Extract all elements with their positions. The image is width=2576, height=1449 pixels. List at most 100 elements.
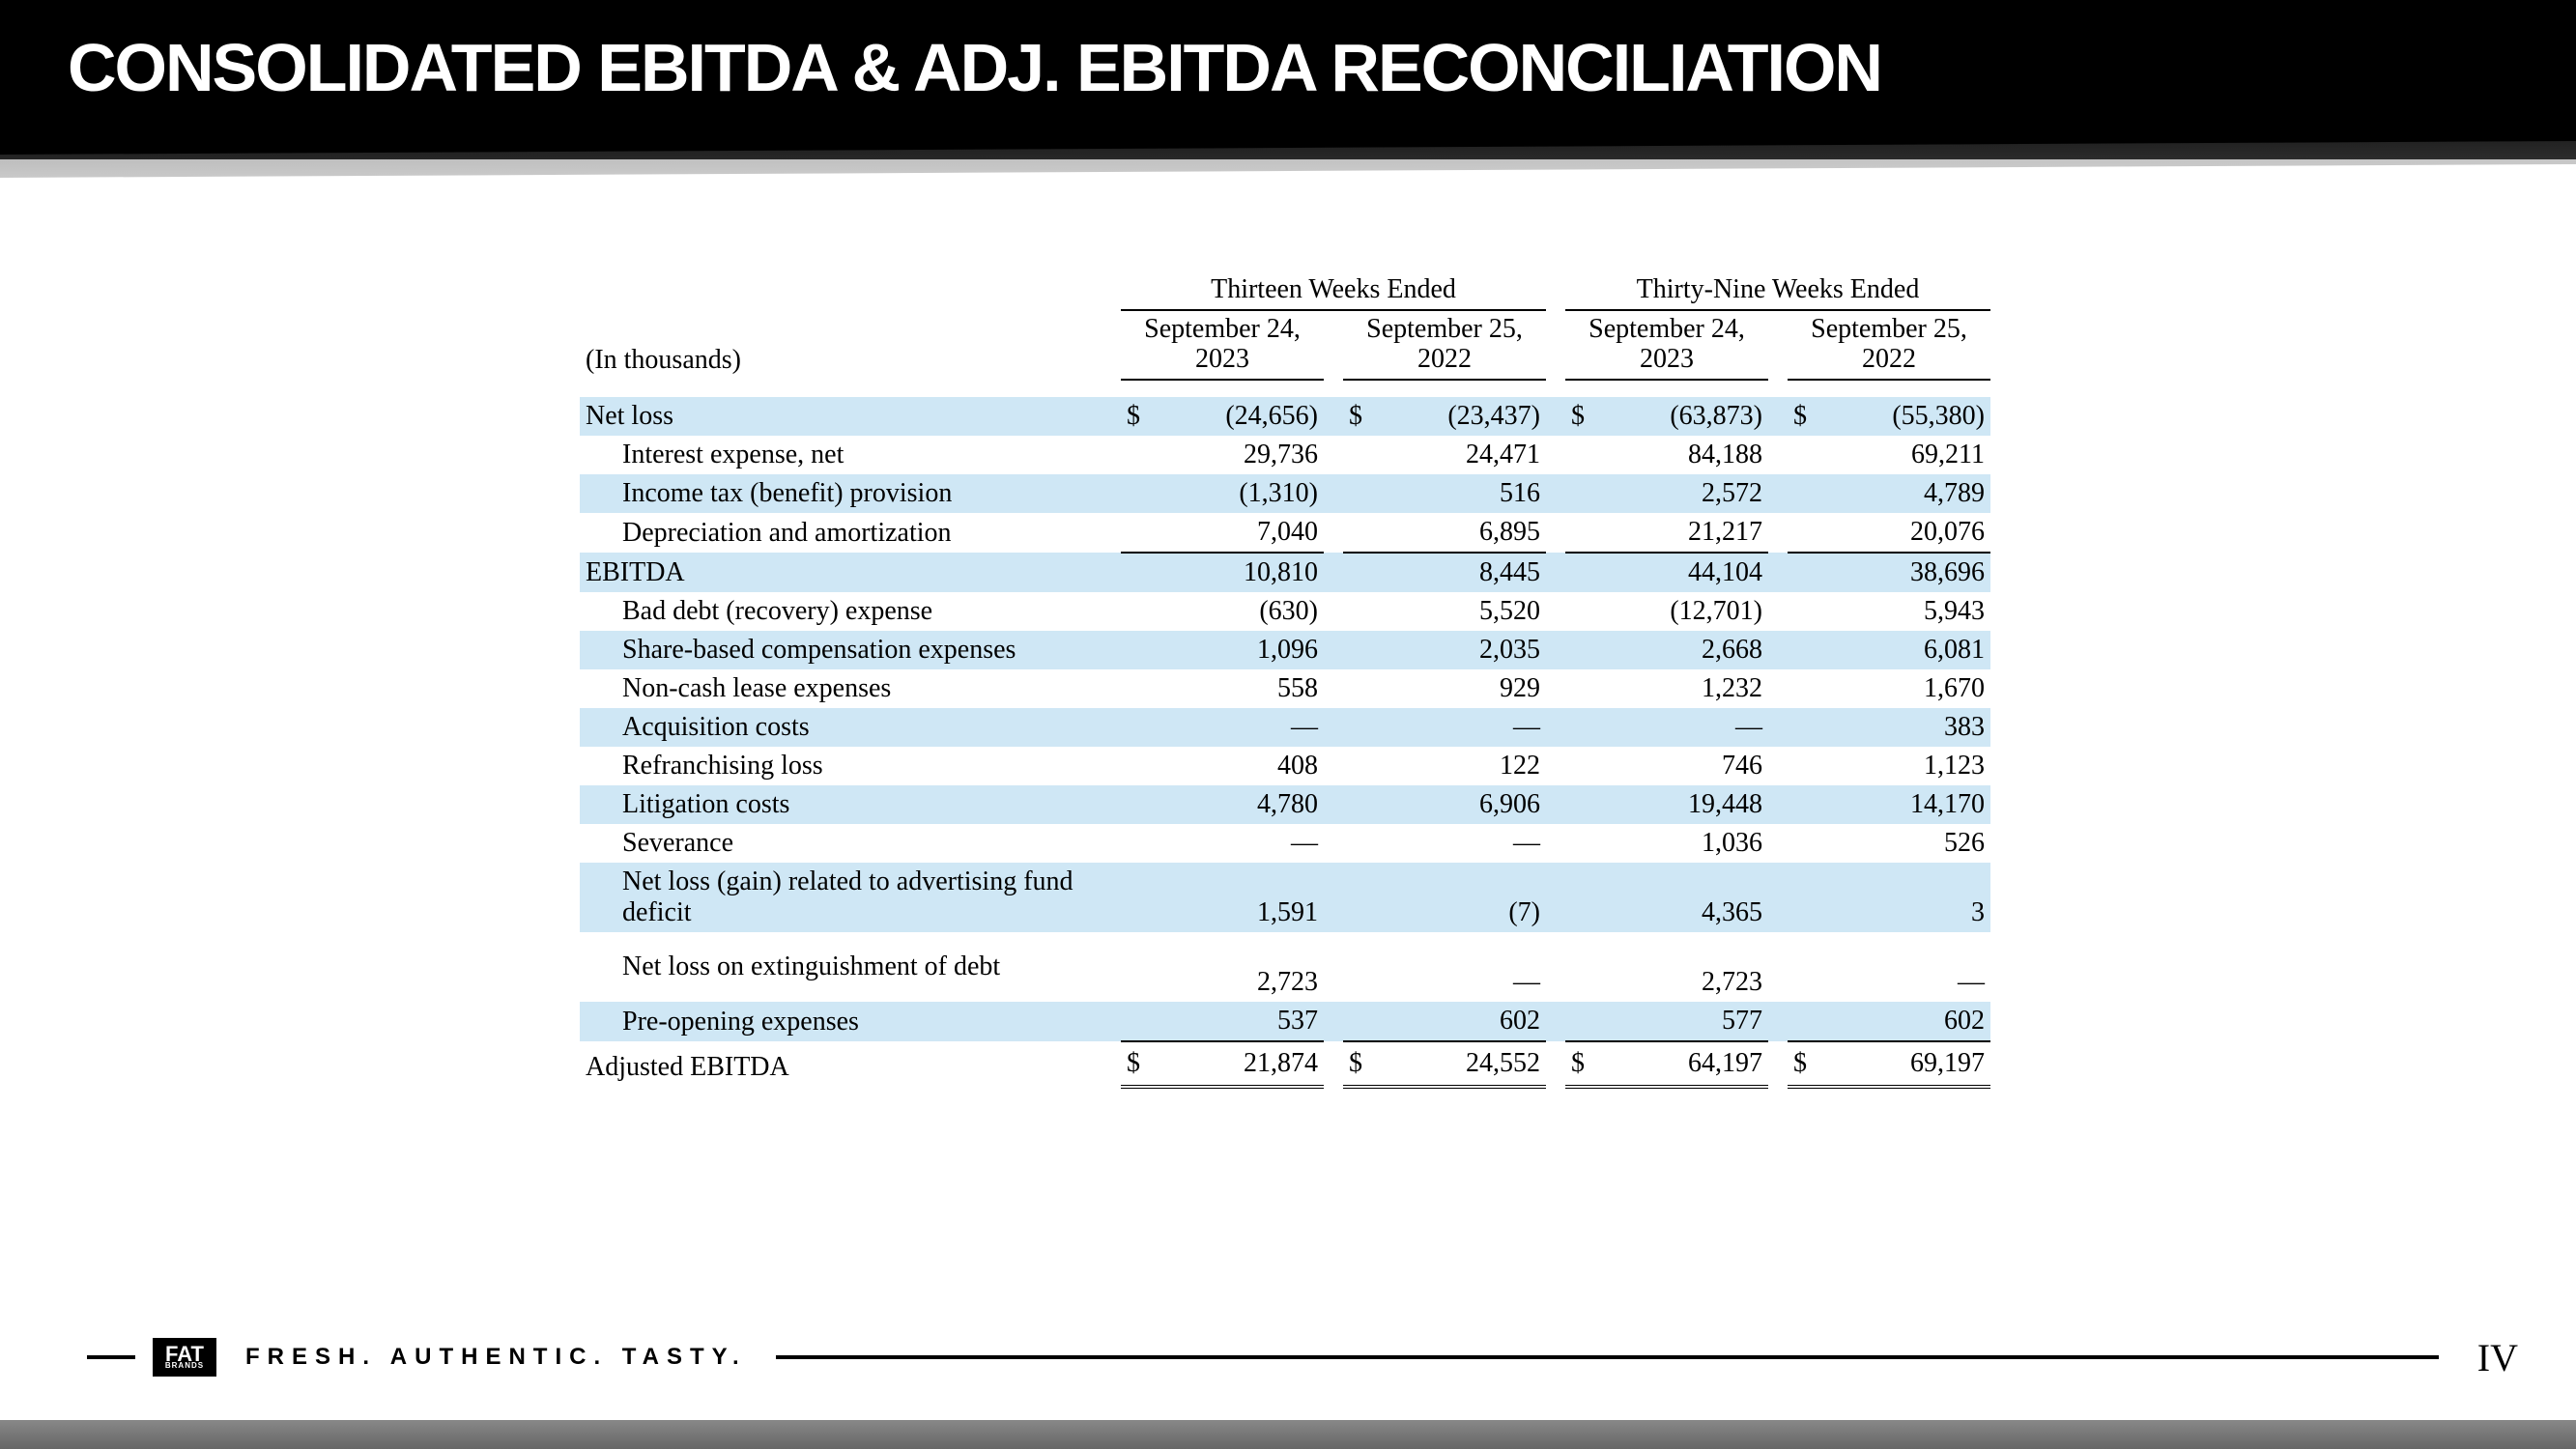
ebitda-reconciliation-table: Thirteen Weeks EndedThirty-Nine Weeks En… (580, 270, 1990, 1089)
value-cell: 4,780 (1150, 785, 1324, 824)
value-cell: 21,874 (1150, 1041, 1324, 1087)
currency-symbol (1788, 708, 1817, 747)
currency-symbol (1565, 863, 1594, 932)
table-row: Acquisition costs———383 (580, 708, 1990, 747)
currency-symbol (1565, 631, 1594, 669)
value-cell: 44,104 (1594, 553, 1768, 592)
table-row: Non-cash lease expenses5589291,2321,670 (580, 669, 1990, 708)
footer: FAT BRANDS FRESH. AUTHENTIC. TASTY. IV (0, 1333, 2576, 1381)
value-cell: 558 (1150, 669, 1324, 708)
currency-symbol (1343, 474, 1372, 513)
table-row: Severance——1,036526 (580, 824, 1990, 863)
currency-symbol (1565, 1002, 1594, 1041)
table-row: Pre-opening expenses537602577602 (580, 1002, 1990, 1041)
currency-symbol (1788, 932, 1817, 1002)
value-cell: — (1817, 932, 1990, 1002)
currency-symbol (1121, 513, 1150, 553)
value-cell: — (1150, 708, 1324, 747)
table-row: Interest expense, net29,73624,47184,1886… (580, 436, 1990, 474)
value-cell: 122 (1372, 747, 1546, 785)
logo-subtext: BRANDS (165, 1363, 204, 1369)
currency-symbol (1565, 474, 1594, 513)
currency-symbol (1343, 436, 1372, 474)
currency-symbol (1121, 474, 1150, 513)
currency-symbol (1121, 708, 1150, 747)
date-header-row: (In thousands) September 24,2023 Septemb… (580, 310, 1990, 380)
value-cell: 19,448 (1594, 785, 1768, 824)
value-cell: 4,789 (1817, 474, 1990, 513)
currency-symbol (1788, 553, 1817, 592)
value-cell: 2,723 (1594, 932, 1768, 1002)
logo-text: FAT (165, 1346, 204, 1363)
table-row: Net loss on extinguishment of debt2,723—… (580, 932, 1990, 1002)
value-cell: — (1150, 824, 1324, 863)
bottom-strip (0, 1420, 2576, 1449)
value-cell: 5,520 (1372, 592, 1546, 631)
currency-symbol (1565, 932, 1594, 1002)
value-cell: (630) (1150, 592, 1324, 631)
table-row: Income tax (benefit) provision (1,310) 516… (580, 474, 1990, 513)
currency-symbol (1788, 631, 1817, 669)
currency-symbol (1788, 474, 1817, 513)
currency-symbol (1343, 708, 1372, 747)
table-row: EBITDA10,8108,44544,10438,696 (580, 553, 1990, 592)
value-cell: — (1372, 708, 1546, 747)
currency-symbol (1343, 785, 1372, 824)
value-cell: 577 (1594, 1002, 1768, 1041)
value-cell: (12,701) (1594, 592, 1768, 631)
value-cell: 5,943 (1817, 592, 1990, 631)
row-label: Share-based compensation expenses (580, 631, 1121, 669)
value-cell: 20,076 (1817, 513, 1990, 553)
value-cell: 1,096 (1150, 631, 1324, 669)
footer-rule-left (87, 1355, 135, 1359)
row-label: Severance (580, 824, 1121, 863)
currency-symbol (1788, 824, 1817, 863)
value-cell: 602 (1817, 1002, 1990, 1041)
row-label: Net loss (gain) related to advertising f… (580, 863, 1121, 932)
currency-symbol (1121, 631, 1150, 669)
unit-note: (In thousands) (580, 310, 1121, 380)
page-number: IV (2477, 1335, 2518, 1380)
value-cell: 929 (1372, 669, 1546, 708)
value-cell: 516 (1372, 474, 1546, 513)
row-label: Pre-opening expenses (580, 1002, 1121, 1041)
currency-symbol: $ (1565, 1041, 1594, 1087)
currency-symbol (1343, 592, 1372, 631)
value-cell: 383 (1817, 708, 1990, 747)
row-label: Depreciation and amortization (580, 513, 1121, 553)
value-cell: 14,170 (1817, 785, 1990, 824)
currency-symbol (1121, 824, 1150, 863)
value-cell: 2,723 (1150, 932, 1324, 1002)
slide: CONSOLIDATED EBITDA & ADJ. EBITDA RECONC… (0, 0, 2576, 1449)
currency-symbol (1565, 553, 1594, 592)
financial-table-wrap: Thirteen Weeks EndedThirty-Nine Weeks En… (580, 270, 1990, 1089)
table-row: Net loss$(24,656)$(23,437)$(63,873)$(55,… (580, 397, 1990, 436)
currency-symbol (1121, 669, 1150, 708)
currency-symbol (1788, 592, 1817, 631)
currency-symbol (1565, 785, 1594, 824)
table-row: Bad debt (recovery) expense(630)5,520(12… (580, 592, 1990, 631)
currency-symbol (1788, 1002, 1817, 1041)
brand-logo: FAT BRANDS (153, 1338, 216, 1377)
currency-symbol (1565, 592, 1594, 631)
row-label: Income tax (benefit) provision (580, 474, 1121, 513)
currency-symbol (1788, 513, 1817, 553)
row-label: Net loss (580, 397, 1121, 436)
currency-symbol (1788, 747, 1817, 785)
row-label: Interest expense, net (580, 436, 1121, 474)
value-cell: 29,736 (1150, 436, 1324, 474)
value-cell: — (1372, 824, 1546, 863)
value-cell: 64,197 (1594, 1041, 1768, 1087)
value-cell: (63,873) (1594, 397, 1768, 436)
value-cell: 1,670 (1817, 669, 1990, 708)
value-cell: 69,197 (1817, 1041, 1990, 1087)
value-cell: (1,310) (1150, 474, 1324, 513)
currency-symbol (1565, 708, 1594, 747)
table-row: Adjusted EBITDA$21,874$24,552$64,197$69,… (580, 1041, 1990, 1087)
currency-symbol: $ (1343, 1041, 1372, 1087)
value-cell: 537 (1150, 1002, 1324, 1041)
currency-symbol (1343, 1002, 1372, 1041)
currency-symbol (1343, 669, 1372, 708)
currency-symbol (1121, 785, 1150, 824)
currency-symbol (1788, 436, 1817, 474)
